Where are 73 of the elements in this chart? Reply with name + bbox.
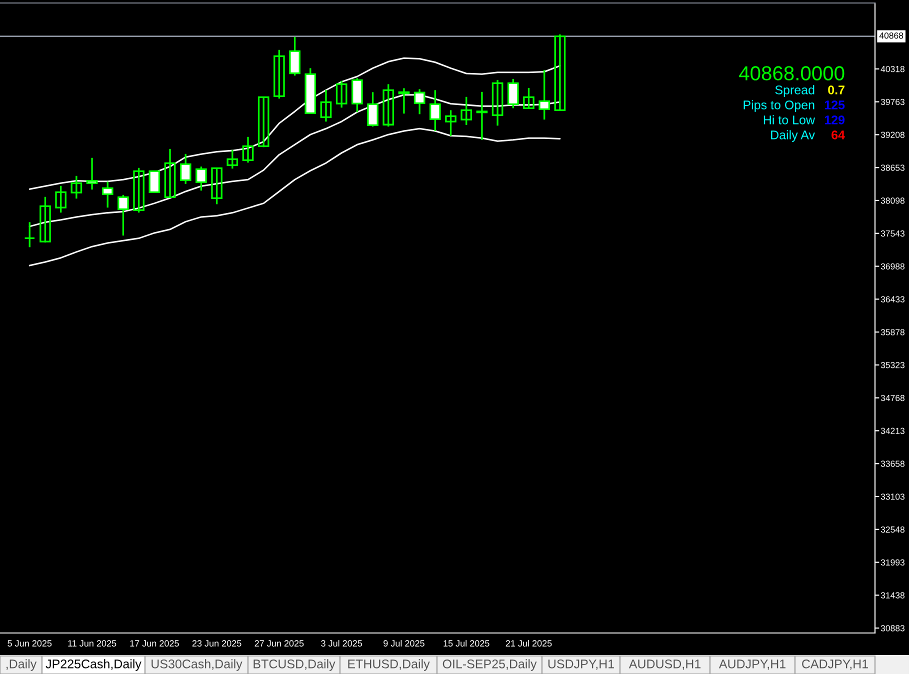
candlestick	[523, 87, 534, 110]
y-tick-label: 30883	[880, 625, 905, 632]
candlestick	[196, 166, 207, 192]
x-tick-label: 21 Jul 2025	[506, 640, 552, 647]
candlestick	[274, 49, 285, 100]
x-tick-label: 9 Jul 2025	[384, 640, 424, 647]
x-tick-label: 23 Jun 2025	[192, 640, 242, 647]
text: ,Daily	[6, 659, 37, 671]
text: 64	[832, 130, 845, 140]
text: JP225Cash,Daily	[46, 659, 142, 671]
text: 129	[824, 116, 845, 124]
text: 0.7	[828, 86, 844, 94]
y-tick-label: 39208	[880, 132, 905, 138]
y-tick-label: 37543	[880, 230, 905, 237]
candlestick	[40, 196, 51, 244]
text: USDJPY,H1	[548, 660, 614, 670]
text: AUDJPY,H1	[718, 660, 786, 670]
text: Spread	[775, 85, 814, 97]
y-tick-label: 31438	[880, 592, 905, 598]
y-tick-label: 40318	[880, 66, 905, 72]
text: 125	[824, 100, 845, 110]
text: BTCUSD,Daily	[254, 659, 336, 671]
line-series	[28, 128, 561, 266]
candlestick	[554, 34, 566, 112]
x-tick-label: 11 Jun 2025	[68, 640, 116, 647]
x-tick-label: 15 Jul 2025	[444, 640, 490, 647]
candlestick	[382, 83, 394, 128]
y-tick-label: 33658	[880, 460, 905, 467]
candlestick	[320, 89, 332, 122]
text: ETHUSD,Daily	[348, 659, 430, 671]
y-tick-label: 36988	[880, 263, 905, 270]
y-tick-label: 33103	[880, 494, 905, 500]
candlestick	[180, 153, 192, 185]
y-tick-label: 34213	[880, 428, 905, 434]
candlestick	[55, 185, 66, 214]
y-tick-label: 35878	[880, 329, 905, 336]
candlestick	[445, 109, 456, 137]
text: Daily Av	[771, 130, 815, 142]
x-tick-label: 5 Jun 2025	[8, 640, 52, 647]
candlestick	[133, 167, 144, 214]
text: AUDUSD,H1	[628, 660, 701, 670]
y-tick-label: 32548	[880, 526, 905, 533]
candlestick	[289, 36, 300, 76]
candlestick	[226, 149, 238, 170]
y-tick-label: 36433	[880, 296, 905, 302]
candlestick	[258, 96, 270, 148]
candlestick	[242, 136, 254, 164]
y-tick-label: 38653	[880, 164, 905, 171]
candlestick	[70, 175, 82, 200]
x-tick-label: 3 Jul 2025	[321, 640, 362, 647]
x-tick-label: 17 Jun 2025	[130, 640, 179, 647]
candlestick	[460, 96, 472, 126]
candlestick	[164, 148, 176, 198]
y-tick-label: 38098	[880, 198, 905, 204]
candlestick	[211, 166, 222, 206]
text: CADJPY,H1	[802, 660, 868, 670]
x-tick-label: 27 Jun 2025	[254, 640, 304, 647]
ref-line-label: 40868	[879, 32, 904, 39]
y-tick-label: 39763	[880, 98, 905, 106]
candlestick	[336, 80, 348, 108]
y-tick-label: 35323	[880, 362, 905, 368]
text: OIL-SEP25,Daily	[442, 659, 537, 671]
line-series	[28, 57, 561, 190]
candlestick	[492, 79, 504, 126]
y-tick-label: 34768	[880, 394, 905, 402]
text: 40868.0000	[739, 66, 844, 80]
candlestick	[398, 87, 410, 114]
candlestick	[24, 221, 36, 248]
candlestick	[476, 91, 488, 141]
text: Pips to Open	[744, 100, 814, 112]
y-tick-label: 31993	[880, 559, 905, 566]
text: US30Cash,Daily	[152, 659, 242, 671]
text: Hi to Low	[764, 115, 816, 124]
